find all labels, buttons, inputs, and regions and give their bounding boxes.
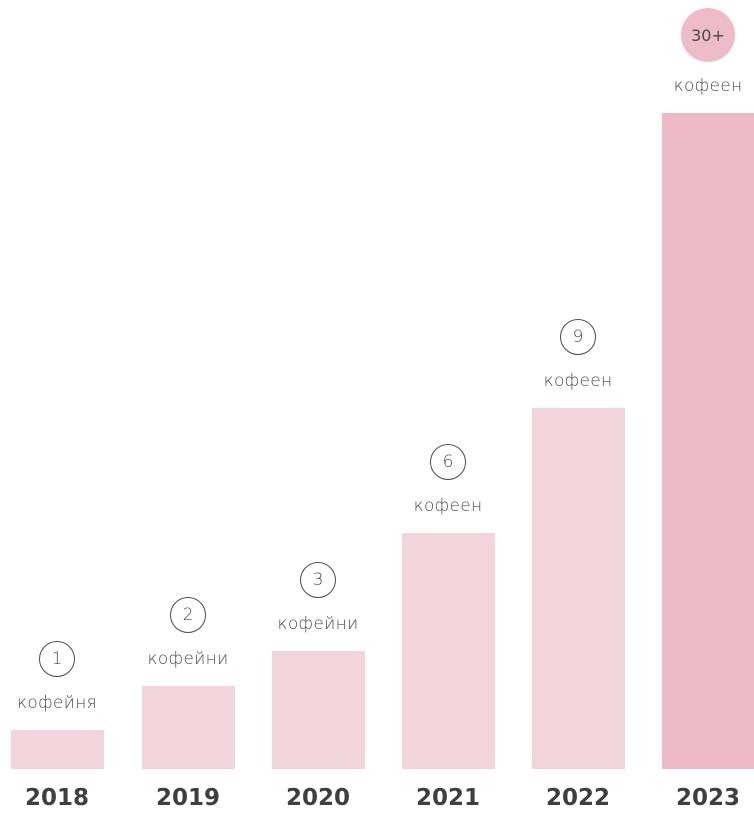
unit-label: кофеен [413, 496, 483, 516]
year-label: 2022 [545, 785, 610, 811]
bar-2022 [531, 408, 625, 769]
unit-label: кофеен [543, 371, 613, 391]
bar-2018 [10, 730, 104, 769]
bar-2020 [271, 651, 365, 769]
year-label: 2021 [415, 785, 480, 811]
unit-label: кофеен [673, 76, 743, 96]
year-label: 2018 [24, 785, 89, 811]
year-label: 2023 [675, 785, 740, 811]
year-label: 2020 [285, 785, 350, 811]
year-label: 2019 [155, 785, 220, 811]
bar-2019 [141, 686, 235, 769]
unit-label: кофейни [147, 649, 229, 669]
value-badge: 3 [300, 562, 336, 598]
bar-2021 [401, 533, 495, 769]
value-badge: 6 [430, 444, 466, 480]
value-badge: 9 [560, 319, 596, 355]
bar-2023 [662, 113, 754, 769]
value-badge: 30+ [681, 8, 735, 62]
value-badge: 1 [39, 641, 75, 677]
value-badge: 2 [170, 597, 206, 633]
unit-label: кофейни [277, 614, 359, 634]
unit-label: кофейня [17, 693, 97, 713]
